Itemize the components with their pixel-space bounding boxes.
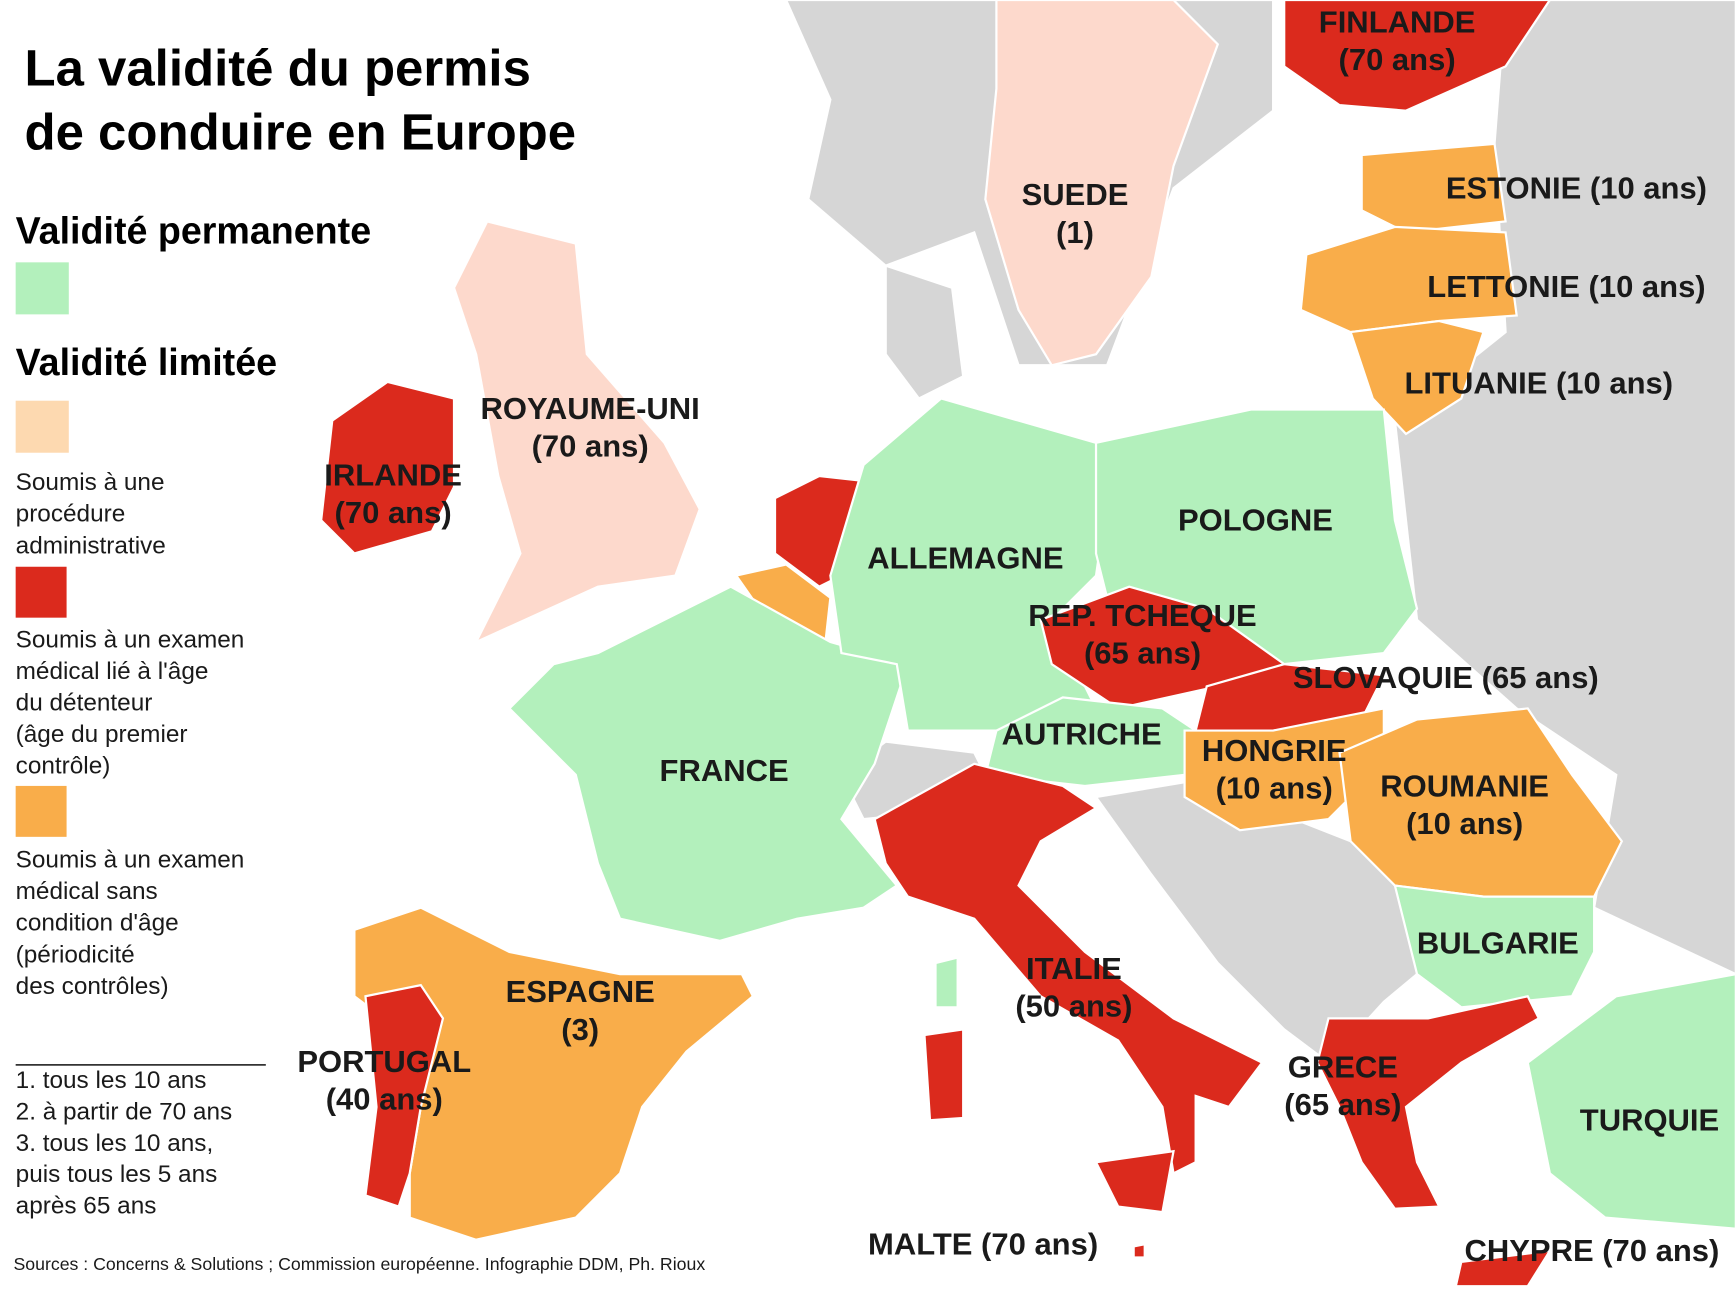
land-layer bbox=[320, 0, 1736, 1288]
country-label: BULGARIE bbox=[1417, 926, 1579, 961]
country-label: (65 ans) bbox=[1284, 1087, 1401, 1122]
note: 3. tous les 10 ans, bbox=[16, 1130, 214, 1157]
legend-text: médical lié à l'âge bbox=[16, 658, 209, 685]
country-label: SUEDE bbox=[1022, 177, 1129, 212]
country-label: (50 ans) bbox=[1015, 989, 1132, 1024]
land bbox=[320, 380, 456, 555]
country-label: MALTE (70 ans) bbox=[868, 1227, 1098, 1262]
land bbox=[364, 983, 445, 1208]
country-label: (3) bbox=[561, 1012, 599, 1047]
country-label: ROUMANIE bbox=[1380, 768, 1549, 803]
legend-text: (âge du premier bbox=[16, 721, 188, 748]
land bbox=[1316, 994, 1541, 1210]
legend-swatch bbox=[15, 400, 69, 453]
land bbox=[1454, 1249, 1553, 1288]
country-label: (70 ans) bbox=[1339, 42, 1456, 77]
note: après 65 ans bbox=[16, 1193, 157, 1220]
land bbox=[923, 1028, 965, 1122]
land bbox=[452, 220, 701, 645]
land bbox=[1132, 1242, 1146, 1259]
legend-text: procédure bbox=[16, 501, 126, 528]
country-label: CHYPRE (70 ans) bbox=[1465, 1233, 1720, 1268]
land bbox=[934, 956, 959, 1009]
land bbox=[1393, 884, 1596, 1009]
country-label: AUTRICHE bbox=[1002, 716, 1162, 751]
land bbox=[1299, 225, 1518, 334]
country-label: FRANCE bbox=[660, 753, 789, 788]
legend-text: Soumis à une bbox=[16, 469, 165, 496]
note: 1. tous les 10 ans bbox=[16, 1067, 207, 1094]
legend-text: médical sans bbox=[16, 878, 158, 905]
land bbox=[1094, 1149, 1175, 1214]
legend-swatch bbox=[15, 785, 67, 837]
country-label: (10 ans) bbox=[1216, 771, 1333, 806]
country-label: HONGRIE bbox=[1202, 733, 1347, 768]
legend-swatch bbox=[15, 262, 69, 315]
country-label: LITUANIE (10 ans) bbox=[1405, 365, 1674, 400]
legend-text: du détenteur bbox=[16, 689, 153, 716]
legend-text: contrôle) bbox=[16, 753, 111, 780]
country-label: ALLEMAGNE bbox=[867, 540, 1063, 575]
title-line: de conduire en Europe bbox=[25, 104, 577, 161]
land bbox=[1349, 319, 1485, 436]
country-label: IRLANDE bbox=[324, 457, 462, 492]
country-label: ESPAGNE bbox=[506, 974, 655, 1009]
country-label: LETTONIE (10 ans) bbox=[1427, 269, 1705, 304]
legend-swatch bbox=[15, 566, 67, 618]
country-label: ITALIE bbox=[1026, 951, 1122, 986]
land bbox=[1360, 142, 1507, 234]
legend-heading: Validité limitée bbox=[16, 341, 277, 383]
land bbox=[873, 762, 1264, 1176]
country-label: PORTUGAL bbox=[297, 1044, 471, 1079]
country-label: (10 ans) bbox=[1406, 806, 1523, 841]
country-label: (40 ans) bbox=[326, 1082, 443, 1117]
land bbox=[1526, 972, 1736, 1230]
legend-text: des contrôles) bbox=[16, 973, 169, 1000]
country-label: POLOGNE bbox=[1178, 503, 1333, 538]
country-label: TURQUIE bbox=[1580, 1103, 1719, 1138]
legend-text: condition d'âge bbox=[16, 910, 179, 937]
country-label: GRECE bbox=[1288, 1049, 1398, 1084]
legend-text: Soumis à un examen bbox=[16, 626, 245, 653]
note: 2. à partir de 70 ans bbox=[16, 1098, 233, 1125]
land bbox=[1338, 707, 1624, 898]
country-label: REP. TCHEQUE bbox=[1028, 598, 1256, 633]
country-label: (65 ans) bbox=[1084, 635, 1201, 670]
legend-text: administrative bbox=[16, 532, 166, 559]
title-line: La validité du permis bbox=[25, 39, 531, 96]
country-label: (70 ans) bbox=[335, 495, 452, 530]
country-label: ESTONIE (10 ans) bbox=[1446, 171, 1707, 206]
source: Sources : Concerns & Solutions ; Commiss… bbox=[13, 1254, 705, 1274]
country-label: (70 ans) bbox=[532, 428, 649, 463]
country-label: SLOVAQUIE (65 ans) bbox=[1293, 660, 1599, 695]
note: puis tous les 5 ans bbox=[16, 1161, 218, 1188]
land bbox=[884, 264, 965, 400]
country-label: ROYAUME-UNI bbox=[481, 391, 700, 426]
legend-heading: Validité permanente bbox=[16, 209, 371, 251]
legend-text: Soumis à un examen bbox=[16, 847, 245, 874]
legend-text: (périodicité bbox=[16, 941, 135, 968]
country-label: FINLANDE bbox=[1319, 5, 1476, 40]
land bbox=[984, 0, 1220, 367]
country-label: (1) bbox=[1056, 215, 1094, 250]
land bbox=[1283, 0, 1552, 112]
